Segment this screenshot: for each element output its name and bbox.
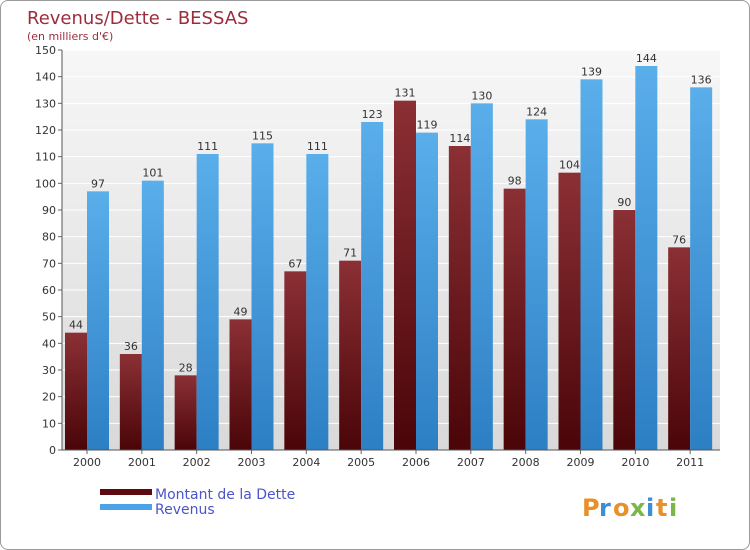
bar-revenue	[635, 66, 658, 450]
chart-subtitle: (en milliers d'€)	[27, 30, 113, 43]
bar-revenue	[525, 119, 548, 450]
data-label-debt: 76	[672, 233, 686, 246]
y-tick-label: 70	[42, 257, 56, 270]
data-label-debt: 71	[343, 247, 357, 260]
bars: 44 97 36 101 28 111 49 115 67 111 71 123 131 119 114 13…	[65, 52, 713, 451]
proxiti-logo: P r o x i t i	[582, 494, 677, 522]
y-tick-label: 100	[35, 177, 56, 190]
axes: 0 10 20 30 40 50 60 70 80 90 100 110 120 130 140 150 200…	[35, 44, 720, 469]
data-label-debt: 98	[508, 175, 522, 188]
x-tick-label: 2002	[183, 456, 211, 469]
bar-revenue	[251, 143, 274, 451]
y-tick-label: 90	[42, 204, 56, 217]
bar-debt	[503, 188, 526, 450]
svg-text:P: P	[582, 494, 600, 522]
y-tick-label: 110	[35, 151, 56, 164]
legend-label-revenue: Revenus	[155, 502, 215, 518]
y-tick-label: 150	[35, 44, 56, 57]
grid-lines	[62, 49, 720, 451]
bar-debt	[394, 100, 416, 451]
data-label-revenue: 111	[307, 140, 328, 153]
x-tick-label: 2011	[676, 456, 704, 469]
bar-revenue	[141, 180, 164, 450]
data-label-debt: 114	[449, 132, 470, 145]
data-label-revenue: 123	[362, 108, 383, 121]
bar-revenue	[416, 132, 438, 450]
y-tick-label: 140	[35, 71, 56, 84]
x-tick-label: 2007	[457, 456, 485, 469]
data-label-revenue: 136	[691, 73, 712, 86]
legend: Montant de la Dette Revenus	[100, 487, 295, 518]
y-tick-label: 130	[35, 97, 56, 110]
data-label-revenue: 130	[471, 89, 492, 102]
bar-revenue	[690, 87, 713, 450]
bar-revenue	[470, 103, 493, 450]
y-tick-label: 0	[49, 444, 56, 457]
x-tick-label: 2001	[128, 456, 156, 469]
svg-text:x: x	[630, 494, 646, 522]
bar-debt	[558, 172, 581, 450]
bar-debt	[174, 375, 197, 450]
data-label-revenue: 111	[197, 140, 218, 153]
data-label-revenue: 139	[581, 65, 602, 78]
svg-text:i: i	[646, 494, 654, 522]
data-label-debt: 67	[288, 257, 302, 270]
data-label-debt: 36	[124, 340, 138, 353]
data-label-debt: 90	[617, 196, 631, 209]
y-tick-label: 30	[42, 364, 56, 377]
x-tick-label: 2003	[238, 456, 266, 469]
svg-text:o: o	[613, 494, 630, 522]
data-label-revenue: 97	[91, 177, 105, 190]
data-label-debt: 28	[179, 361, 193, 374]
bar-debt	[668, 247, 691, 450]
bar-revenue	[87, 191, 109, 451]
svg-text:r: r	[599, 494, 611, 522]
y-tick-label: 20	[42, 391, 56, 404]
legend-swatch-revenue	[100, 504, 152, 510]
bar-debt	[229, 319, 252, 450]
data-label-revenue: 101	[142, 167, 163, 180]
bar-debt	[119, 354, 142, 450]
data-label-debt: 44	[69, 319, 83, 332]
x-tick-label: 2008	[512, 456, 540, 469]
data-label-revenue: 119	[417, 119, 438, 132]
plot-area	[62, 50, 720, 450]
x-tick-label: 2000	[73, 456, 101, 469]
bar-revenue	[361, 122, 384, 450]
x-tick-label: 2010	[621, 456, 649, 469]
y-tick-label: 120	[35, 124, 56, 137]
x-tick-label: 2005	[347, 456, 375, 469]
bar-debt	[339, 260, 362, 450]
y-tick-label: 80	[42, 231, 56, 244]
data-label-debt: 104	[559, 159, 580, 172]
bar-debt	[284, 271, 307, 450]
bar-revenue	[580, 79, 603, 450]
y-tick-label: 40	[42, 337, 56, 350]
bar-debt	[448, 146, 471, 450]
y-tick-label: 10	[42, 417, 56, 430]
legend-swatch-debt	[100, 489, 152, 495]
bar-revenue	[306, 154, 329, 450]
y-tick-label: 60	[42, 284, 56, 297]
x-tick-label: 2004	[292, 456, 320, 469]
chart-title: Revenus/Dette - BESSAS	[27, 8, 248, 29]
x-tick-label: 2006	[402, 456, 430, 469]
legend-label-debt: Montant de la Dette	[155, 487, 295, 503]
data-label-debt: 131	[395, 87, 416, 100]
svg-text:i: i	[669, 494, 677, 522]
x-tick-label: 2009	[567, 456, 595, 469]
svg-text:t: t	[656, 494, 667, 522]
bar-debt	[613, 210, 636, 450]
bar-debt	[65, 332, 87, 450]
bar-revenue	[196, 154, 219, 450]
y-tick-label: 50	[42, 311, 56, 324]
data-label-revenue: 144	[636, 52, 657, 65]
data-label-debt: 49	[234, 305, 248, 318]
data-label-revenue: 115	[252, 129, 273, 142]
data-label-revenue: 124	[526, 105, 547, 118]
